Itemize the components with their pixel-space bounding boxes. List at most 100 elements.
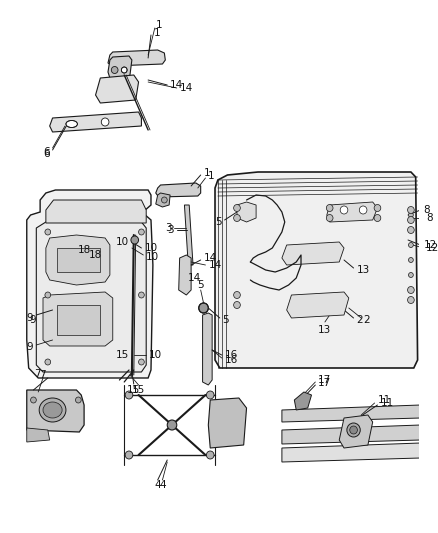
Circle shape [408, 227, 414, 233]
Polygon shape [27, 190, 153, 378]
Polygon shape [43, 292, 113, 346]
Text: 13: 13 [318, 325, 332, 335]
Text: 11: 11 [380, 398, 394, 408]
Text: 16: 16 [225, 355, 238, 365]
Circle shape [408, 216, 414, 223]
Polygon shape [287, 292, 349, 318]
Polygon shape [108, 50, 165, 66]
Polygon shape [27, 390, 84, 432]
Circle shape [347, 423, 360, 437]
Text: 17: 17 [318, 378, 332, 388]
Text: 2: 2 [357, 315, 363, 325]
Text: 12: 12 [424, 240, 437, 250]
Polygon shape [282, 425, 422, 444]
Polygon shape [282, 242, 344, 265]
Circle shape [350, 426, 357, 434]
Polygon shape [46, 200, 146, 223]
Circle shape [45, 292, 51, 298]
Polygon shape [156, 183, 201, 197]
Text: 4: 4 [154, 480, 161, 490]
Circle shape [138, 292, 144, 298]
Text: 8: 8 [424, 205, 430, 215]
Polygon shape [327, 202, 378, 222]
Circle shape [409, 257, 413, 262]
Circle shape [409, 228, 413, 232]
Text: 4: 4 [159, 480, 166, 490]
Text: 15: 15 [127, 385, 141, 395]
Circle shape [409, 287, 413, 293]
Circle shape [206, 451, 214, 459]
Polygon shape [339, 415, 373, 448]
Text: 10: 10 [145, 243, 159, 253]
Text: 18: 18 [78, 245, 91, 255]
Text: 13: 13 [357, 265, 370, 275]
Text: 1: 1 [154, 28, 160, 38]
Circle shape [233, 292, 240, 298]
Polygon shape [49, 112, 141, 132]
Polygon shape [57, 248, 100, 272]
Text: 7: 7 [35, 369, 41, 379]
Text: 2: 2 [363, 315, 370, 325]
Text: 3: 3 [167, 225, 174, 235]
Circle shape [45, 359, 51, 365]
Circle shape [374, 214, 381, 222]
Circle shape [199, 303, 208, 313]
Text: 6: 6 [43, 147, 49, 157]
Circle shape [326, 205, 333, 212]
Text: 9: 9 [27, 342, 33, 352]
Polygon shape [46, 235, 110, 285]
Circle shape [162, 197, 167, 203]
Circle shape [206, 391, 214, 399]
Text: 14: 14 [188, 273, 201, 283]
Circle shape [45, 229, 51, 235]
Text: 14: 14 [204, 253, 217, 263]
Ellipse shape [43, 402, 62, 418]
Circle shape [374, 205, 381, 212]
Text: 17: 17 [318, 375, 332, 385]
Circle shape [326, 214, 333, 222]
Text: 15: 15 [132, 385, 145, 395]
Text: 5: 5 [223, 315, 229, 325]
Circle shape [409, 243, 413, 247]
Text: 11: 11 [378, 395, 391, 405]
Text: 1: 1 [156, 20, 162, 30]
Text: 6: 6 [43, 149, 49, 159]
Circle shape [233, 302, 240, 309]
Text: 10: 10 [116, 237, 129, 247]
Text: 3: 3 [166, 223, 172, 233]
Polygon shape [184, 205, 193, 265]
Circle shape [138, 359, 144, 365]
Text: 14: 14 [170, 80, 184, 90]
Text: 16: 16 [225, 350, 238, 360]
Circle shape [408, 287, 414, 294]
Polygon shape [215, 172, 417, 368]
Circle shape [233, 214, 240, 222]
Circle shape [167, 420, 177, 430]
Polygon shape [179, 255, 191, 295]
Ellipse shape [66, 120, 78, 127]
Circle shape [359, 206, 367, 214]
Polygon shape [108, 56, 132, 80]
Circle shape [340, 206, 348, 214]
Text: 1: 1 [207, 171, 214, 181]
Text: 18: 18 [89, 250, 102, 260]
Polygon shape [156, 193, 170, 207]
Circle shape [138, 229, 144, 235]
Text: 5: 5 [198, 280, 204, 290]
Text: 14: 14 [180, 83, 193, 93]
Polygon shape [208, 398, 247, 448]
Text: 1: 1 [204, 168, 210, 178]
Polygon shape [282, 405, 422, 422]
Circle shape [233, 205, 240, 212]
Circle shape [75, 397, 81, 403]
Polygon shape [36, 222, 146, 372]
Polygon shape [27, 428, 49, 442]
Circle shape [409, 272, 413, 278]
Text: 7: 7 [39, 370, 46, 380]
Circle shape [408, 206, 414, 214]
Text: 15: 15 [116, 350, 129, 360]
Circle shape [408, 296, 414, 303]
Polygon shape [95, 75, 138, 103]
Text: 12: 12 [426, 243, 438, 253]
Circle shape [111, 67, 118, 74]
